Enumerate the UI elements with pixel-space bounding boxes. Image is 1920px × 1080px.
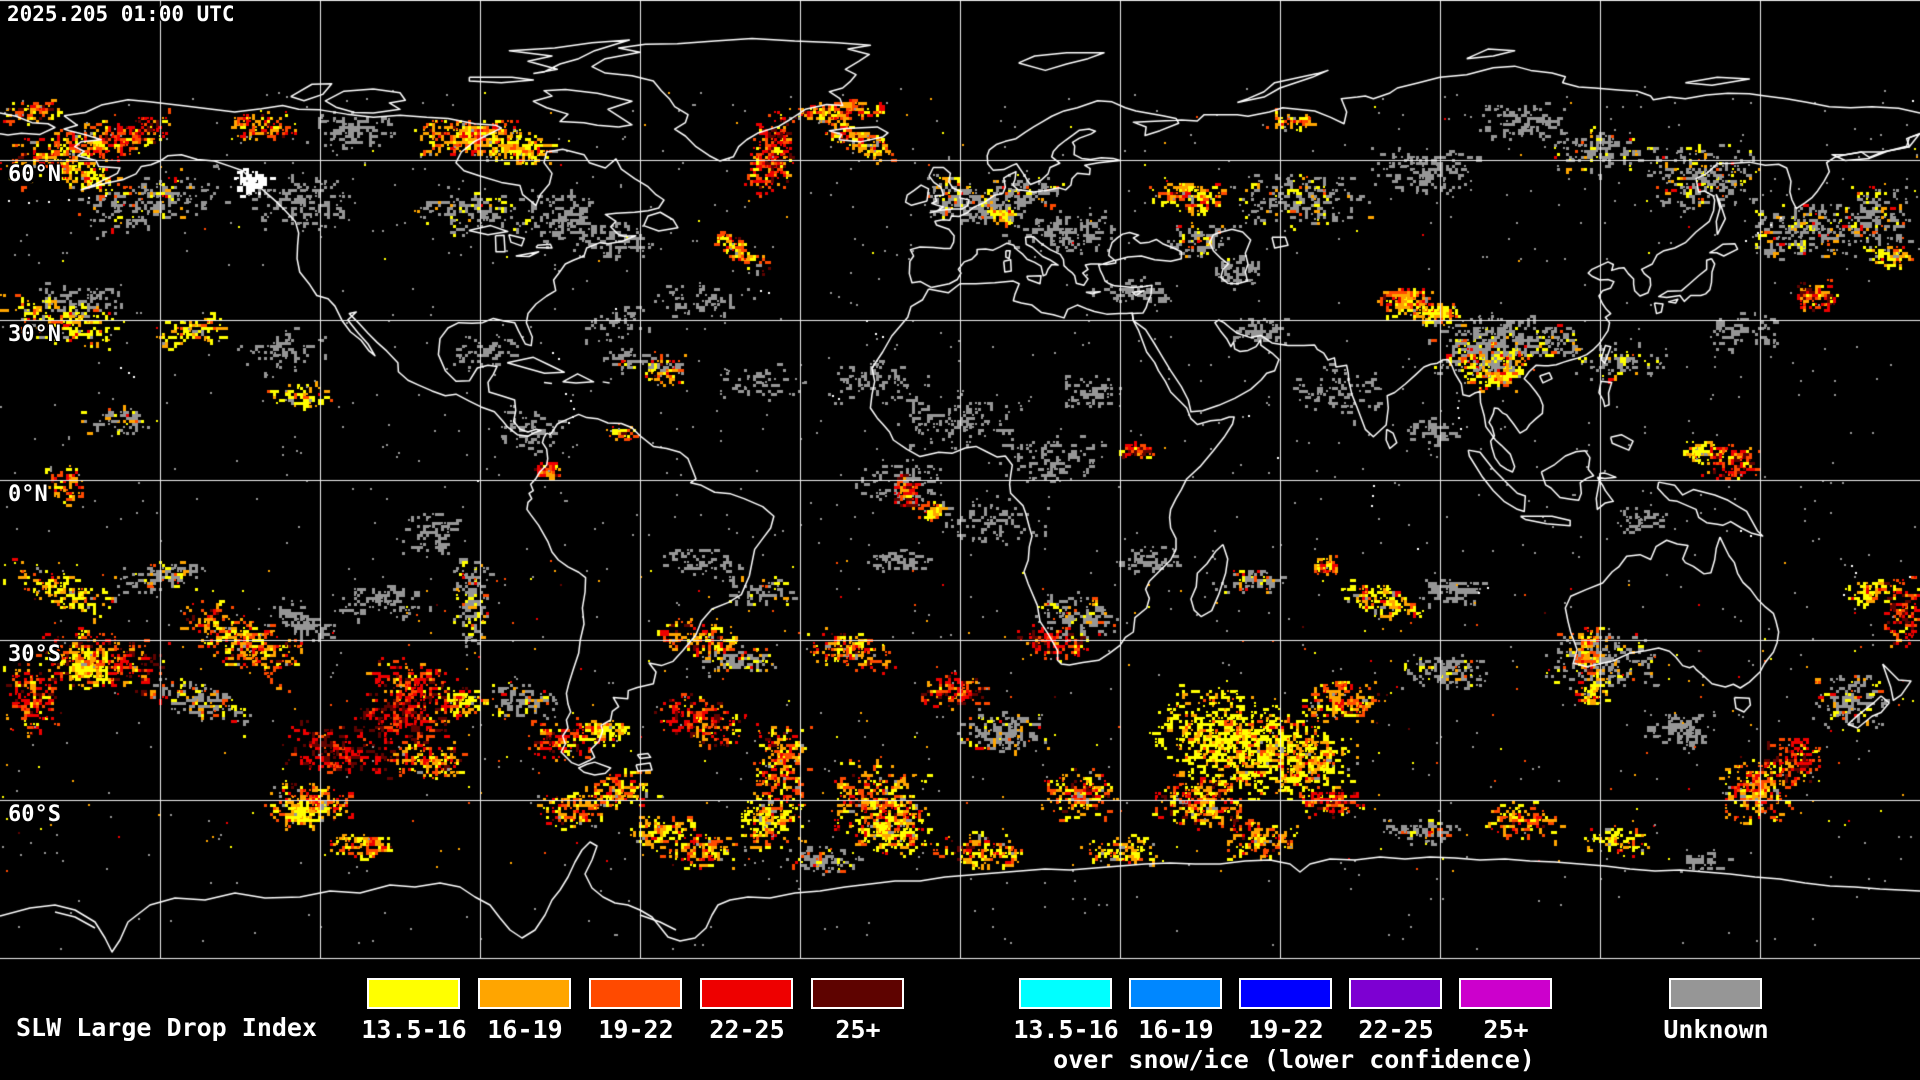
legend-label-snow-3: 22-25 (1358, 1015, 1434, 1044)
legend-label-slw-3: 22-25 (709, 1015, 785, 1044)
legend-swatch-snow-16-19 (1129, 978, 1222, 1009)
legend-label-slw-2: 19-22 (598, 1015, 674, 1044)
legend-label-snow-2: 19-22 (1248, 1015, 1324, 1044)
legend-swatch-snow-25plus (1459, 978, 1552, 1009)
legend-swatch-slw-25plus (811, 978, 904, 1009)
lat-label-0n: 0°N (8, 482, 48, 507)
legend-label-slw-1: 16-19 (487, 1015, 563, 1044)
legend-label-snow-1: 16-19 (1138, 1015, 1214, 1044)
legend-swatch-snow-13.5-16 (1019, 978, 1112, 1009)
legend-snow-ice-caption: over snow/ice (lower confidence) (1053, 1045, 1535, 1074)
legend-swatch-slw-16-19 (478, 978, 571, 1009)
lat-label-30n: 30°N (8, 322, 61, 347)
legend-swatch-slw-19-22 (589, 978, 682, 1009)
legend-title: SLW Large Drop Index (16, 1013, 318, 1042)
legend-label-slw-4: 25+ (835, 1015, 881, 1044)
lat-label-60s: 60°S (8, 802, 61, 827)
legend-swatch-unknown (1669, 978, 1762, 1009)
timestamp: 2025.205 01:00 UTC (7, 2, 235, 26)
legend-swatch-slw-22-25 (700, 978, 793, 1009)
legend-swatch-snow-22-25 (1349, 978, 1442, 1009)
legend-swatch-slw-13.5-16 (367, 978, 460, 1009)
legend-label-snow-4: 25+ (1483, 1015, 1529, 1044)
legend-label-snow-0: 13.5-16 (1013, 1015, 1119, 1044)
legend-swatch-snow-19-22 (1239, 978, 1332, 1009)
legend-label-unknown: Unknown (1663, 1015, 1769, 1044)
legend-label-slw-0: 13.5-16 (361, 1015, 467, 1044)
lat-label-60n: 60°N (8, 162, 61, 187)
lat-label-30s: 30°S (8, 642, 61, 667)
